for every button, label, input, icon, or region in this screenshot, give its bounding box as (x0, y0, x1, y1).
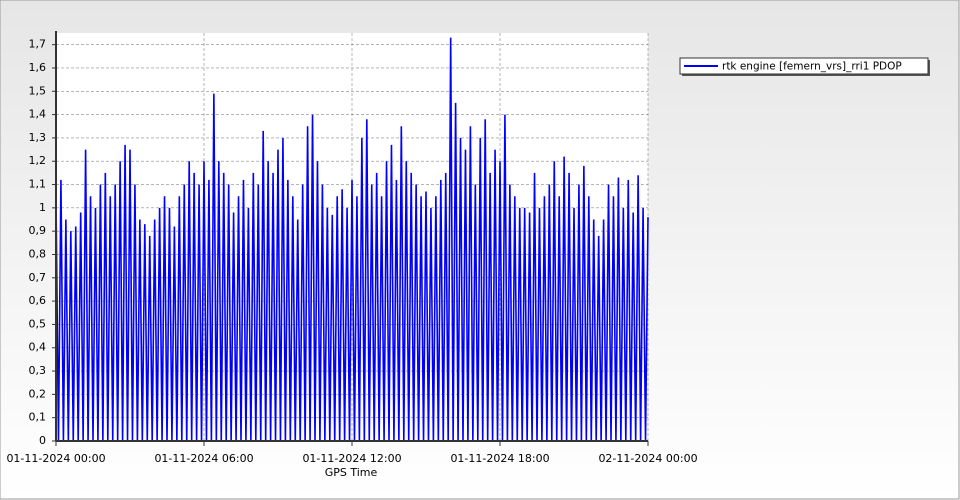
legend: rtk engine [femern_vrs]_rri1 PDOP (679, 57, 930, 76)
y-tick-label: 1,3 (29, 131, 47, 144)
y-tick-label: 1,5 (29, 84, 47, 97)
y-tick-label: 0,4 (29, 341, 47, 354)
y-tick-label: 1,6 (29, 61, 47, 74)
y-tick-label: 1,1 (29, 178, 47, 191)
y-tick-label: 1 (39, 201, 46, 214)
y-tick-label: 0,3 (29, 364, 47, 377)
y-tick-label: 0,7 (29, 271, 47, 284)
y-tick-label: 1,4 (29, 108, 47, 121)
y-tick-label: 0,8 (29, 247, 47, 260)
x-tick-label: 01-11-2024 06:00 (154, 452, 253, 465)
y-tick-label: 0,6 (29, 294, 47, 307)
y-tick-label: 0,2 (29, 387, 47, 400)
y-tick-label: 1,7 (29, 38, 47, 51)
legend-box (679, 57, 929, 75)
y-tick-label: 0,9 (29, 224, 47, 237)
x-axis-label: GPS Time (325, 466, 378, 479)
y-tick-label: 0,5 (29, 317, 47, 330)
x-tick-label: 01-11-2024 00:00 (6, 452, 105, 465)
y-tick-label: 1,2 (29, 154, 47, 167)
x-tick-label: 01-11-2024 12:00 (302, 452, 401, 465)
x-tick-label: 01-11-2024 18:00 (450, 452, 549, 465)
data-line (55, 37, 649, 442)
legend-label: rtk engine [femern_vrs]_rri1 PDOP (722, 61, 902, 73)
x-tick-label: 02-11-2024 00:00 (598, 452, 697, 465)
y-tick-label: 0,1 (29, 411, 47, 424)
y-tick-label: 0 (39, 434, 46, 447)
